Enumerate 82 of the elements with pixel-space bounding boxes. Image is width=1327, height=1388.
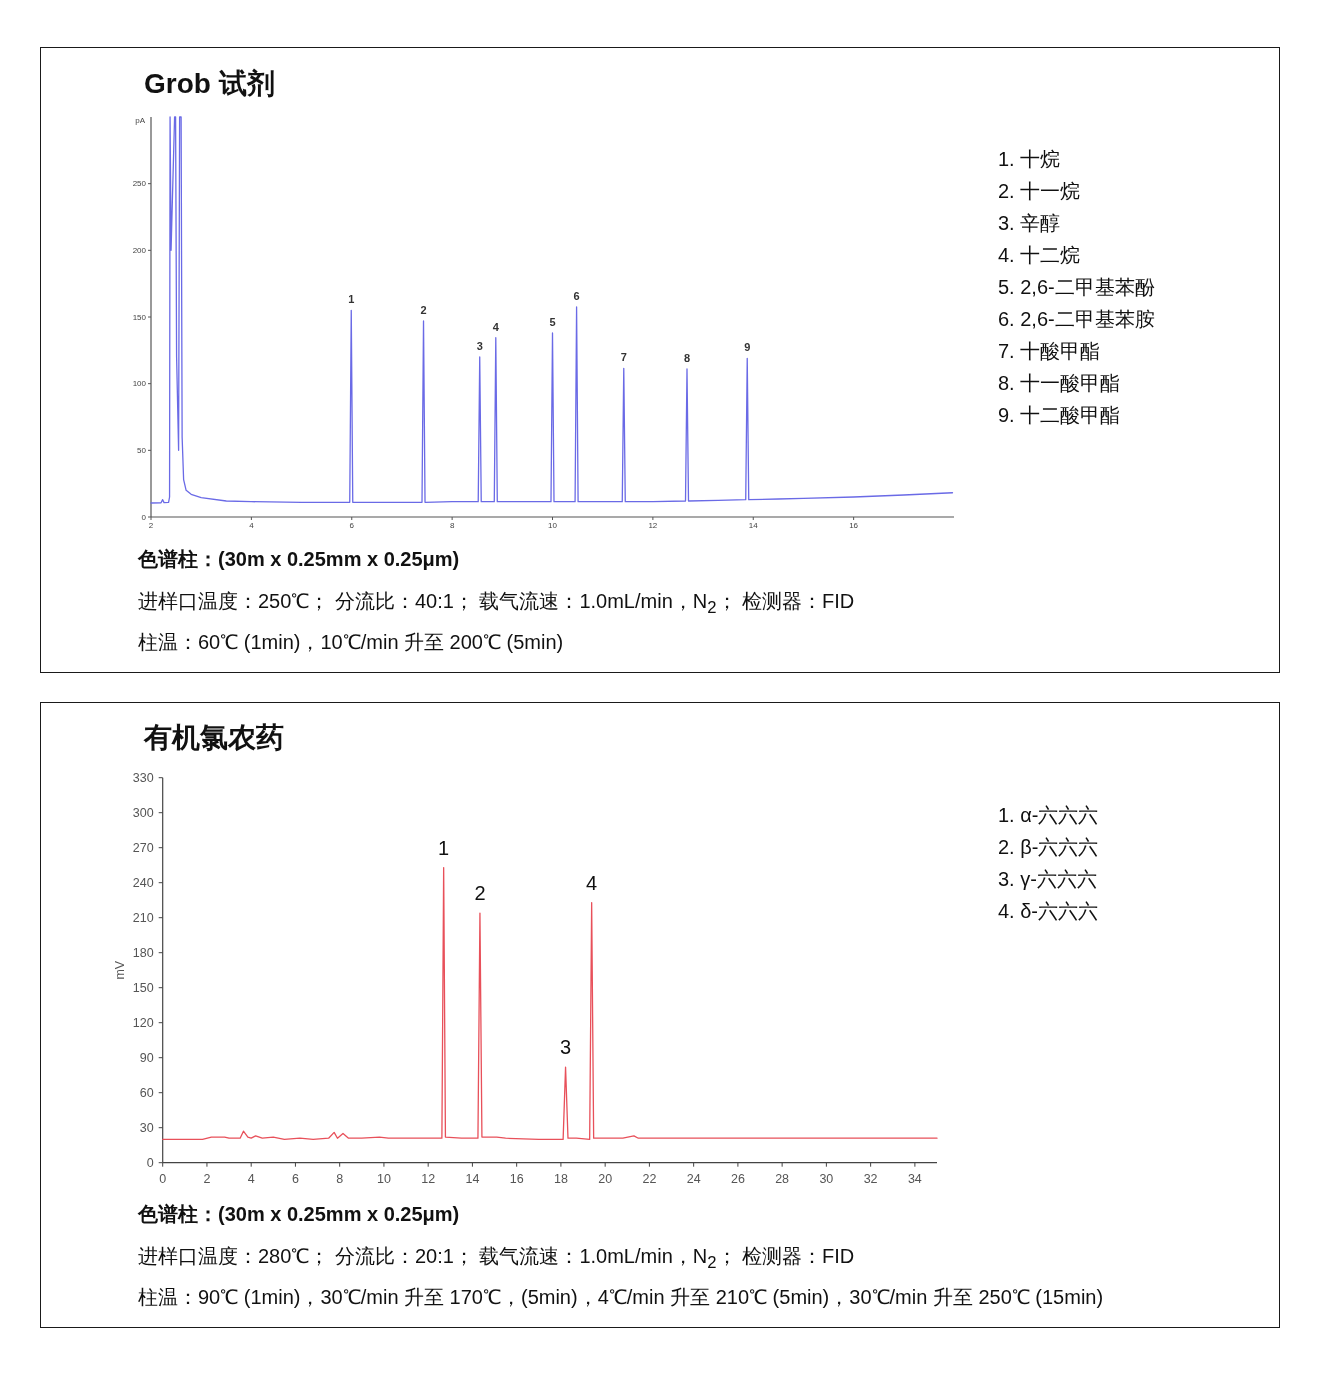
- annotation: 4: [586, 871, 598, 894]
- annotation: 2: [420, 304, 427, 316]
- annotation: 1: [438, 836, 450, 859]
- text: 3. 辛醇: [998, 211, 1061, 236]
- y-tick-label: 240: [132, 875, 154, 890]
- text: 色谱柱：(30m x 0.25mm x 0.25μm): [138, 547, 460, 572]
- y-tick-label: 0: [146, 1155, 154, 1170]
- x-tick-label: 14: [748, 520, 759, 530]
- x-tick-label: 6: [349, 520, 355, 530]
- text: 进样口温度：280℃； 分流比：20:1； 载气流速：1.0mL/min，N$_{2}$； 检测器：FID: [138, 1244, 855, 1274]
- y-tick-label: 330: [132, 770, 154, 785]
- x-tick-label: 34: [907, 1171, 922, 1186]
- y-tick-label: 180: [132, 945, 154, 960]
- x-tick-label: 30: [819, 1171, 834, 1186]
- x-tick-label: 14: [465, 1171, 480, 1186]
- annotation: 1: [348, 293, 355, 306]
- text: 2. 十一烷: [998, 179, 1081, 204]
- text: 柱温：90℃ (1min)，30℃/min 升至 170℃，(5min)，4℃/min 升至 210℃ (5min)，30℃/min 升至 250℃ (15min): [138, 1285, 1104, 1310]
- x-tick-label: 8: [336, 1171, 344, 1186]
- x-tick-label: 18: [553, 1171, 568, 1186]
- y-tick-label: 90: [139, 1050, 154, 1065]
- annotation: 3: [559, 1036, 572, 1059]
- text: 8. 十一酸甲酯: [998, 371, 1121, 396]
- y-tick-label: 270: [132, 840, 154, 855]
- text: 7. 十酸甲酯: [998, 339, 1101, 364]
- text: 1. α-六六六: [998, 803, 1099, 828]
- text: 柱温：60℃ (1min)，10℃/min 升至 200℃ (5min): [138, 630, 564, 655]
- text: 6. 2,6-二甲基苯胺: [998, 307, 1155, 332]
- x-tick-label: 0: [159, 1171, 167, 1186]
- annotation: 8: [683, 352, 691, 364]
- x-tick-label: 16: [509, 1171, 524, 1186]
- text: 3. γ-六六六: [998, 867, 1097, 892]
- x-tick-label: 2: [203, 1171, 211, 1186]
- annotation: 4: [492, 320, 500, 333]
- y-tick-label: 100: [132, 379, 147, 389]
- y-tick-label: 50: [137, 445, 147, 455]
- x-tick-label: 6: [291, 1171, 299, 1186]
- y-axis-title: mV: [113, 960, 127, 980]
- chart-title: Grob 试剂: [144, 66, 275, 101]
- x-tick-label: 8: [449, 520, 455, 530]
- text: 进样口温度：250℃； 分流比：40:1； 载气流速：1.0mL/min，N$_{2}$； 检测器：FID: [138, 589, 855, 619]
- annotation: 6: [573, 290, 580, 302]
- x-tick-label: 4: [249, 520, 255, 530]
- x-tick-label: 12: [648, 520, 658, 530]
- y-tick-label: 0: [141, 512, 147, 522]
- y-tick-label: 300: [132, 805, 154, 820]
- y-tick-label: 150: [132, 980, 154, 995]
- y-tick-label: 60: [139, 1085, 154, 1100]
- x-tick-label: 24: [686, 1171, 701, 1186]
- annotation: 9: [744, 341, 751, 354]
- x-tick-label: 10: [376, 1171, 391, 1186]
- text: 2. β-六六六: [998, 835, 1099, 860]
- line-series: [150, 116, 954, 504]
- annotation: 3: [476, 340, 483, 352]
- y-tick-label: 250: [132, 179, 147, 189]
- text: 4. δ-六六六: [998, 899, 1099, 924]
- y-tick-label: 210: [132, 910, 154, 925]
- text: 色谱柱：(30m x 0.25mm x 0.25μm): [138, 1202, 460, 1227]
- text: 5. 2,6-二甲基苯酚: [998, 275, 1155, 300]
- annotation: 5: [549, 316, 556, 328]
- annotation: 2: [474, 882, 486, 905]
- x-tick-label: 16: [849, 520, 859, 530]
- chart-title: 有机氯农药: [144, 720, 284, 755]
- text: 9. 十二酸甲酯: [998, 403, 1121, 428]
- x-tick-label: 26: [730, 1171, 745, 1186]
- annotation: 7: [620, 351, 627, 364]
- y-tick-label: 200: [132, 245, 147, 255]
- text: 4. 十二烷: [998, 243, 1081, 268]
- x-tick-label: 32: [863, 1171, 878, 1186]
- x-tick-label: 20: [598, 1171, 613, 1186]
- text: 1. 十烷: [998, 147, 1061, 172]
- x-tick-label: 22: [642, 1171, 657, 1186]
- y-tick-label: 150: [132, 312, 147, 322]
- y-tick-label: 30: [139, 1120, 154, 1135]
- line-series: [162, 866, 938, 1141]
- x-tick-label: 2: [148, 520, 154, 530]
- x-tick-label: 28: [775, 1171, 790, 1186]
- x-tick-label: 12: [421, 1171, 436, 1186]
- x-tick-label: 10: [548, 520, 558, 530]
- y-axis-title: pA: [135, 115, 146, 125]
- y-tick-label: 120: [132, 1015, 154, 1030]
- x-tick-label: 4: [247, 1171, 255, 1186]
